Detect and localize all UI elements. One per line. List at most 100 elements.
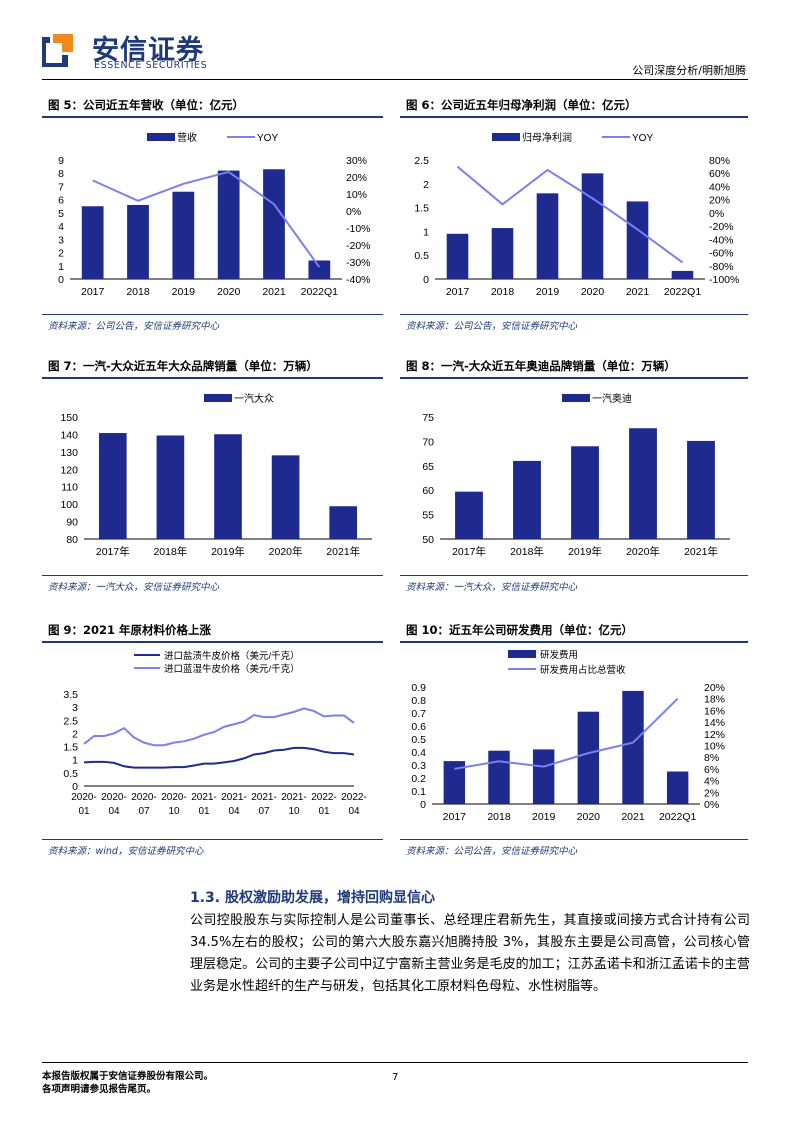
x-axis-tick-label: 2020年 (626, 545, 660, 558)
y2-axis-tick-label: 0% (346, 206, 361, 218)
y2-axis-tick-label: 30% (346, 155, 367, 167)
y-axis-tick-label: 65 (422, 461, 434, 473)
legend-label: YOY (632, 133, 653, 144)
y-axis-tick-label: 2 (58, 248, 64, 260)
y2-axis-tick-label: 60% (709, 168, 730, 180)
y2-axis-tick-label: 10% (704, 741, 725, 753)
figure-title: 图 7：一汽-大众近五年大众品牌销量（单位：万辆） (48, 359, 318, 373)
legend-label: 归母净利润 (522, 131, 572, 144)
x-axis-tick-label: 2017 (446, 286, 470, 298)
x-axis-tick-label: 2019 (536, 286, 560, 298)
x-axis-tick-label: 2021- (281, 792, 307, 803)
y2-axis-tick-label: -100% (709, 274, 739, 286)
x-axis-tick-label: 01 (78, 806, 90, 817)
y-axis-tick-label: 2 (423, 179, 429, 191)
y2-axis-tick-label: 14% (704, 717, 725, 729)
audi-sales-chart: 50 55 60 65 70 75 2017年 2018年 2019年 2020年 2021年 一汽奥… (422, 392, 730, 558)
figure-source-rule (42, 839, 383, 840)
series-line-wet-blue-hide (83, 707, 355, 747)
figure-title-rule (42, 641, 383, 643)
footer-disclaimer: 本报告版权属于安信证券股份有限公司。 各项声明请参见报告尾页。 (42, 1070, 213, 1096)
y-axis-tick-label: 1 (58, 261, 64, 273)
y2-axis-tick-label: -60% (709, 248, 734, 260)
y-axis-tick-label: 0 (420, 799, 426, 811)
figure-title-rule (400, 116, 748, 118)
figure-source: 资料来源：一汽大众，安信证券研究中心 (406, 582, 578, 593)
y2-axis-tick-label: 80% (709, 155, 730, 167)
bar (513, 460, 541, 539)
bar (687, 440, 715, 539)
y2-axis-tick-label: 20% (709, 195, 730, 207)
legend-label: 一汽大众 (234, 392, 274, 405)
header-divider (42, 79, 748, 80)
y2-axis-tick-label: -10% (346, 223, 371, 235)
x-axis-tick-label: 2021年 (684, 545, 718, 558)
x-axis-tick-label: 2017 (443, 811, 467, 823)
series-line (454, 697, 679, 770)
y2-axis-tick-label: -20% (346, 240, 371, 252)
bar (172, 191, 195, 279)
y2-axis-tick-label: 4% (704, 776, 719, 788)
y-axis-tick-label: 0 (423, 274, 429, 286)
bar (329, 506, 358, 539)
section-paragraph: 公司控股股东与实际控制人是公司董事长、总经理庄君新先生，其直接或间接方式合计持有… (190, 913, 750, 994)
series-line (92, 170, 321, 268)
figure-source-rule (400, 575, 748, 576)
y2-axis-tick-label: -30% (346, 257, 371, 269)
y-axis-tick-label: 140 (60, 429, 78, 441)
disclaimer-notice: 各项声明请参见报告尾页。 (42, 1084, 157, 1095)
bar (581, 173, 604, 279)
y-axis-tick-label: 2.5 (63, 715, 78, 727)
x-axis-tick-label: 2022- (311, 792, 337, 803)
footer-divider (42, 1062, 748, 1063)
bar (127, 204, 149, 279)
x-axis-tick-label: 2018 (491, 286, 515, 298)
bar (156, 435, 185, 539)
x-axis-tick-label: 2021 (262, 286, 286, 298)
y-axis-tick-label: 0.2 (411, 773, 426, 785)
section-heading: 1.3. 股权激励助发展，增持回购显信心 (190, 890, 435, 906)
page-number: 7 (392, 1072, 399, 1083)
bar (626, 201, 649, 279)
legend-label: 营收 (177, 131, 197, 144)
legend-label: YOY (257, 133, 278, 144)
x-axis-tick-label: 2020- (161, 792, 187, 803)
x-axis-tick-label: 2017年 (452, 545, 486, 558)
figure-title-rule (42, 377, 383, 379)
y-axis-tick-label: 0.7 (411, 708, 426, 720)
x-axis-tick-label: 2021- (191, 792, 217, 803)
bar (98, 433, 127, 539)
legend-label: 研发费用 (540, 649, 578, 661)
x-axis-tick-label: 07 (258, 806, 270, 817)
series-line-salted-hide (83, 746, 355, 769)
y2-axis-tick-label: -80% (709, 261, 734, 273)
x-axis-tick-label: 2018年 (510, 545, 544, 558)
y2-axis-tick-label: 40% (709, 181, 730, 193)
x-axis-tick-label: 2019年 (211, 545, 245, 558)
y-axis-tick-label: 120 (60, 464, 78, 476)
x-axis-tick-label: 2017 (81, 286, 105, 298)
figure-source: 资料来源：一汽大众，安信证券研究中心 (48, 582, 220, 593)
y-axis-tick-label: 0.5 (63, 768, 78, 780)
y-axis-tick-label: 0.4 (411, 747, 426, 759)
x-axis-tick-label: 2020- (101, 792, 127, 803)
y-axis-tick-label: 1.5 (63, 742, 78, 754)
bar (536, 193, 559, 279)
bar (455, 491, 483, 539)
x-axis-tick-label: 2020- (131, 792, 157, 803)
company-logo-text: 安信证券 (92, 35, 204, 66)
y-axis-tick-label: 3 (72, 702, 78, 714)
y-axis-tick-label: 75 (422, 412, 434, 424)
figure-title: 图 10：近五年公司研发费用（单位：亿元） (406, 623, 634, 637)
figure-source: 资料来源：wind，安信证券研究中心 (48, 846, 204, 857)
y-axis-tick-label: 0.5 (414, 250, 429, 262)
y2-axis-tick-label: -20% (709, 221, 734, 233)
y-axis-tick-label: 80 (66, 534, 78, 546)
figure-source: 资料来源：公司公告，安信证券研究中心 (48, 321, 220, 332)
x-axis-tick-label: 2021 (621, 811, 645, 823)
legend-label: 研发费用占比总营收 (540, 664, 626, 676)
x-axis-tick-label: 2019 (172, 286, 196, 298)
figure-title-rule (400, 377, 748, 379)
x-axis-tick-label: 10 (288, 806, 300, 817)
figure-title: 图 5：公司近五年营收（单位：亿元） (48, 98, 245, 112)
